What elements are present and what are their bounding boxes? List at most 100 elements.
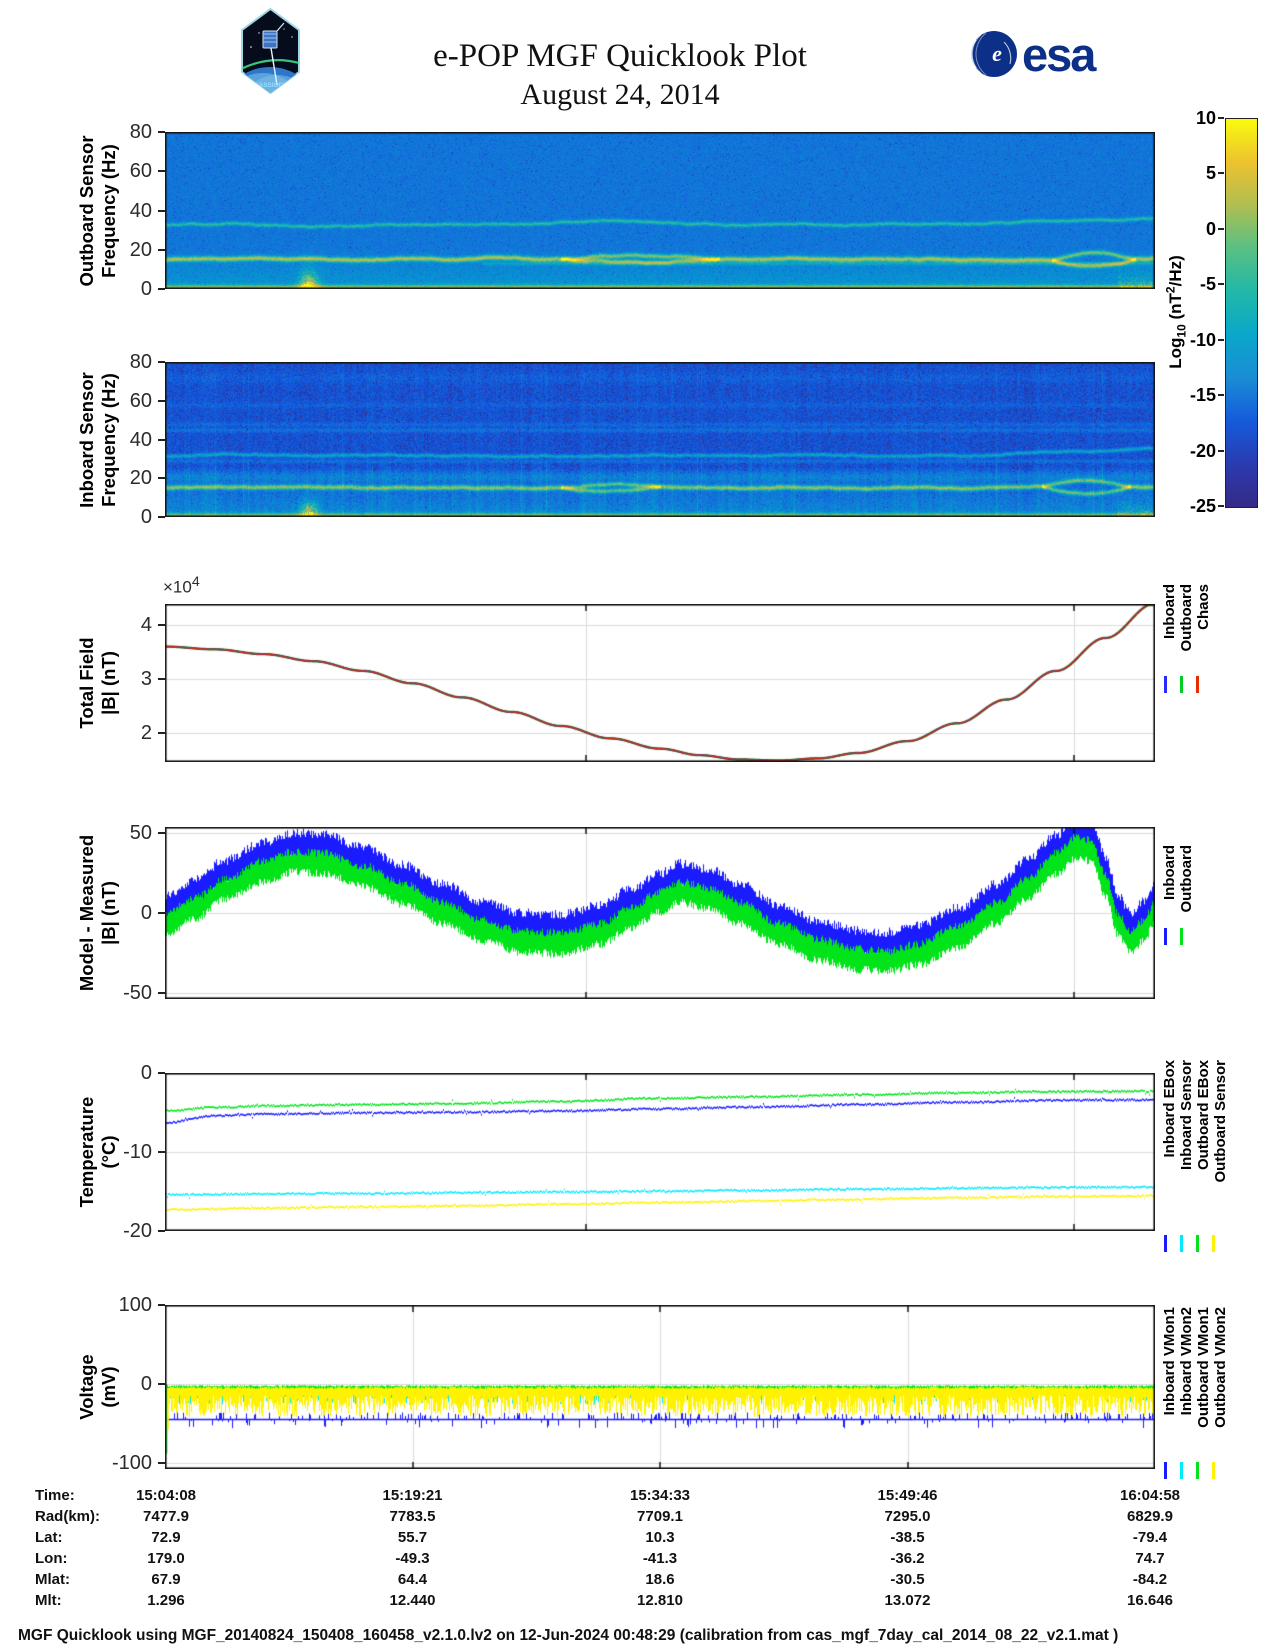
colorbar-label-mid: (nT <box>1166 293 1186 325</box>
total-field-offset-exp: 4 <box>191 574 200 590</box>
total-field-ytickmark <box>158 678 165 680</box>
table-cell-2-1: 55.7 <box>397 1529 428 1546</box>
table-cell-0-0: 15:04:08 <box>135 1487 197 1504</box>
table-row-label: Rad(km): <box>35 1508 101 1525</box>
temperature-legend-swatches <box>1164 1235 1215 1252</box>
table-cell-3-2: -41.3 <box>642 1550 678 1567</box>
inboard-spectrogram-ytick-80: 80 <box>129 351 152 373</box>
voltage-ytick-100: 100 <box>118 1294 152 1316</box>
inboard-spectrogram-canvas <box>165 362 1155 517</box>
table-row-mlt: Mlt: 1.296 12.440 12.810 13.072 16.646 <box>0 1592 1275 1610</box>
voltage-ytickmark <box>158 1382 165 1385</box>
inboard-spectrogram-ytickmark <box>158 438 165 441</box>
table-cell-5-1: 12.440 <box>389 1592 436 1609</box>
voltage-swatch-outboard-vmon2 <box>1212 1462 1215 1479</box>
table-cell-5-0: 1.296 <box>147 1592 185 1609</box>
esa-wordmark: esa <box>1022 27 1096 81</box>
panel-temperature: Temperature (°C) 0 -10 -20 Inboard EBox Inboar… <box>0 1060 1275 1252</box>
voltage-legend-inboard-vmon1: Inboard VMon1 <box>1161 1307 1178 1416</box>
table-cell-4-2: 18.6 <box>645 1571 675 1588</box>
total-field-ytickmark <box>158 732 165 734</box>
outboard-spectrogram-ytickmark <box>158 248 165 251</box>
table-cell-1-1: 7783.5 <box>389 1508 436 1525</box>
model-measured-ytick-0: 0 <box>140 902 152 924</box>
panel-inboard-spectrogram: Inboard Sensor Frequency (Hz) 80 60 40 20 0 <box>0 352 1275 527</box>
model-measured-swatch-outboard <box>1180 928 1183 945</box>
outboard-spectrogram-ytick-20: 20 <box>129 238 152 261</box>
table-cell-0-3: 15:49:46 <box>877 1487 938 1504</box>
total-field-legend-chaos: Chaos <box>1195 584 1212 630</box>
cassiope-mission-patch: CASSIOPE <box>241 7 300 95</box>
voltage-ytick--100: -100 <box>111 1451 152 1474</box>
colorbar-tickmark <box>1218 283 1224 286</box>
table-cell-1-0: 7477.9 <box>143 1508 189 1525</box>
outboard-spectrogram-ytick-80: 80 <box>129 121 152 143</box>
model-measured-ytickmark <box>158 912 165 914</box>
inboard-spectrogram-ytickmark <box>158 516 165 518</box>
table-row-label: Lat: <box>35 1529 63 1546</box>
outboard-spectrogram-ytick-0: 0 <box>140 278 152 300</box>
table-cell-0-4: 16:04:58 <box>1119 1487 1181 1504</box>
table-cell-1-4: 6829.9 <box>1127 1508 1173 1525</box>
temperature-ytick--10: -10 <box>123 1141 152 1163</box>
outboard-spectrogram-canvas <box>165 132 1155 289</box>
temperature-swatch-outboard-sensor <box>1212 1235 1215 1252</box>
table-row-label: Mlt: <box>35 1592 62 1609</box>
voltage-legend-inboard-vmon2: Inboard VMon2 <box>1178 1307 1195 1416</box>
temperature-ytickmark <box>158 1072 165 1074</box>
total-field-legend: Inboard Outboard Chaos <box>1161 584 1212 652</box>
model-measured-ytickmark <box>158 992 165 994</box>
table-cell-5-2: 12.810 <box>637 1592 683 1609</box>
table-row-radkm: Rad(km): 7477.9 7783.5 7709.1 7295.0 6829.9 <box>0 1508 1275 1526</box>
voltage-swatch-outboard-vmon1 <box>1196 1462 1199 1479</box>
outboard-spectrogram-ytickmark <box>158 170 165 173</box>
patch-text: CASSIOPE <box>254 82 288 89</box>
panel-outboard-spectrogram: Outboard Sensor Frequency (Hz) 80 60 40 20 0 <box>0 122 1275 299</box>
colorbar-tick--25: -25 <box>1189 496 1216 516</box>
temperature-legend-inboard-sensor: Inboard Sensor <box>1178 1060 1195 1171</box>
table-cell-2-4: -79.4 <box>1132 1529 1168 1546</box>
voltage-ytickmark <box>158 1461 165 1464</box>
table-cell-4-0: 67.9 <box>151 1571 181 1588</box>
temperature-legend: Inboard EBox Inboard Sensor Outboard EBox O… <box>1161 1060 1229 1183</box>
total-field-offset-base: ×10 <box>163 577 192 597</box>
colorbar-tickmark <box>1218 227 1224 230</box>
total-field-swatch-outboard <box>1180 676 1183 693</box>
table-cell-1-3: 7295.0 <box>884 1508 931 1525</box>
table-cell-3-4: 74.7 <box>1135 1550 1165 1567</box>
temperature-swatch-inboard-sensor <box>1180 1235 1183 1252</box>
colorbar-tickmark <box>1218 117 1224 119</box>
temperature-ytick--20: -20 <box>123 1220 152 1242</box>
table-cell-4-4: -84.2 <box>1132 1571 1168 1588</box>
colorbar-tick-5: 5 <box>1205 163 1216 184</box>
temperature-canvas <box>165 1073 1155 1231</box>
outboard-spectrogram-ytickmark <box>158 131 165 133</box>
model-measured-swatch-inboard <box>1164 928 1167 945</box>
model-measured-ytickmark <box>158 832 165 834</box>
voltage-legend-swatches <box>1164 1462 1215 1479</box>
voltage-swatch-inboard-vmon1 <box>1164 1462 1167 1479</box>
colorbar <box>1225 118 1258 508</box>
total-field-legend-outboard: Outboard <box>1178 584 1195 652</box>
colorbar-tick--20: -20 <box>1189 440 1216 461</box>
table-row-label: Lon: <box>35 1550 68 1567</box>
model-measured-ytick--50: -50 <box>123 982 152 1004</box>
total-field-offset-label: ×104 <box>163 574 200 598</box>
table-row-mlat: Mlat: 67.9 64.4 18.6 -30.5 -84.2 <box>0 1571 1275 1589</box>
model-measured-legend-inboard: Inboard <box>1161 845 1178 900</box>
voltage-legend-outboard-vmon2: Outboard VMon2 <box>1212 1307 1229 1428</box>
inboard-spectrogram-ytick-20: 20 <box>129 467 152 490</box>
temperature-ytick-0: 0 <box>140 1062 152 1084</box>
colorbar-tickmark <box>1218 505 1224 507</box>
table-cell-0-2: 15:34:33 <box>629 1487 691 1504</box>
table-row-label: Mlat: <box>35 1571 70 1588</box>
table-row-label: Time: <box>35 1487 75 1504</box>
outboard-spectrogram-ytickmark <box>158 209 165 212</box>
colorbar-tickmark <box>1218 449 1224 452</box>
inboard-spectrogram-ytickmark <box>158 399 165 402</box>
model-measured-legend-outboard: Outboard <box>1178 845 1195 913</box>
model-measured-canvas <box>165 827 1155 999</box>
table-row-time: Time: 15:04:08 15:19:21 15:34:33 15:49:46 16:… <box>0 1487 1275 1505</box>
colorbar-tick-10: 10 <box>1195 108 1216 128</box>
